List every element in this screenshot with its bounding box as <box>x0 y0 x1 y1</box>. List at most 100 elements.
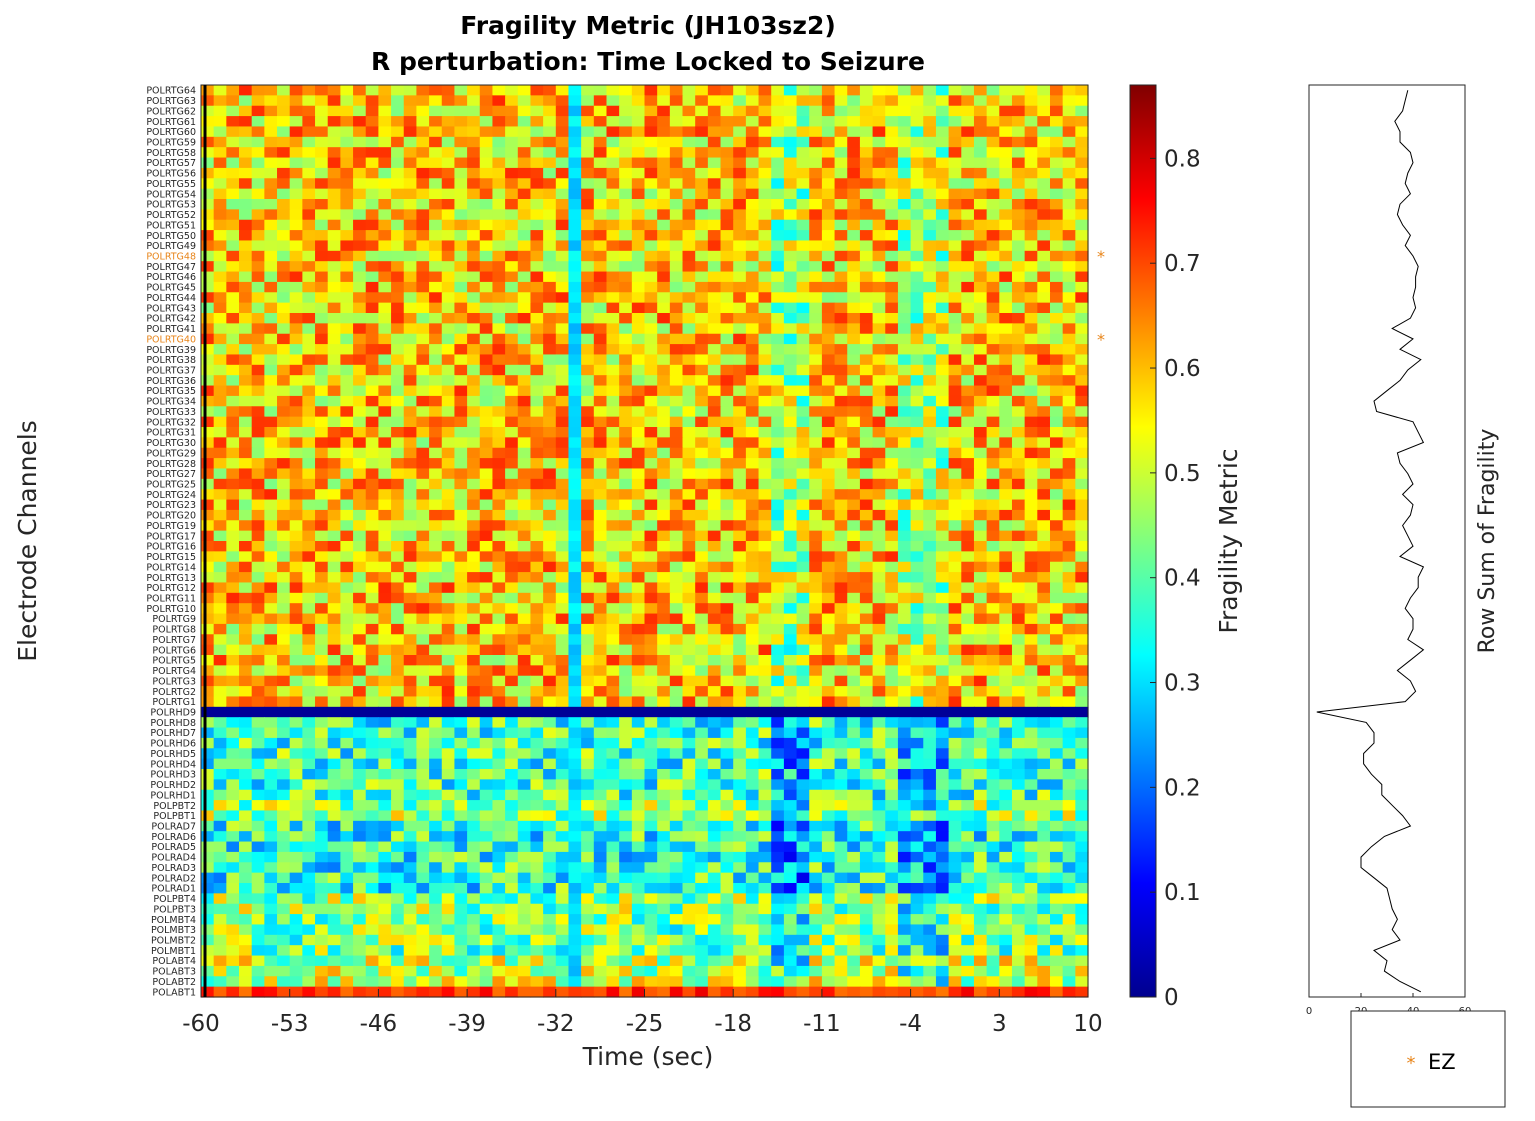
heatmap-cell <box>492 634 506 646</box>
heatmap-cell <box>783 499 798 511</box>
heatmap-cell <box>999 458 1013 470</box>
heatmap-cell <box>264 395 278 407</box>
heatmap-cell <box>733 364 747 376</box>
heatmap-cell <box>644 603 658 615</box>
heatmap-cell <box>771 758 785 770</box>
heatmap-cell <box>492 489 506 501</box>
heatmap-cell <box>745 758 760 770</box>
heatmap-cell <box>1049 188 1064 200</box>
heatmap-cell <box>923 85 937 96</box>
heatmap-cell <box>733 686 747 698</box>
heatmap-cell <box>429 737 443 749</box>
heatmap-cell <box>682 406 696 418</box>
heatmap-cell <box>201 499 215 511</box>
heatmap-cell <box>226 592 240 604</box>
heatmap-cell <box>973 354 988 366</box>
heatmap-cell <box>631 250 646 262</box>
heatmap-cell <box>403 199 418 210</box>
heatmap-cell <box>847 592 861 604</box>
heatmap-cell <box>454 530 468 542</box>
heatmap-cell <box>441 634 456 646</box>
heatmap-cell <box>973 167 988 179</box>
heatmap-cell <box>213 230 227 242</box>
heatmap-cell <box>1049 240 1064 252</box>
heatmap-cell <box>669 447 684 459</box>
heatmap-cell <box>733 655 747 666</box>
heatmap-cell <box>707 281 722 293</box>
heatmap-cell <box>467 344 481 356</box>
heatmap-cell <box>593 354 608 366</box>
heatmap-cell <box>821 178 836 190</box>
heatmap-cell <box>441 458 456 470</box>
heatmap-cell <box>707 199 722 210</box>
heatmap-cell <box>277 603 291 615</box>
heatmap-cell <box>568 572 582 584</box>
heatmap-cell <box>1062 810 1076 822</box>
heatmap-cell <box>1024 706 1038 718</box>
heatmap-cell <box>758 509 772 521</box>
heatmap-cell <box>619 603 633 615</box>
heatmap-cell <box>213 344 227 356</box>
heatmap-cell <box>1049 665 1064 677</box>
heatmap-cell <box>416 219 430 231</box>
heatmap-cell <box>226 561 240 573</box>
heatmap-cell <box>707 530 722 542</box>
heatmap-cell <box>517 820 532 832</box>
heatmap-cell <box>568 810 582 822</box>
heatmap-cell <box>327 427 341 438</box>
heatmap-cell <box>961 292 975 304</box>
heatmap-cell <box>809 427 823 438</box>
heatmap-cell <box>555 458 570 470</box>
heatmap-cell <box>809 748 823 760</box>
heatmap-cell <box>1049 613 1064 625</box>
heatmap-cell <box>973 261 988 273</box>
heatmap-cell <box>505 758 519 770</box>
heatmap-cell <box>239 157 253 169</box>
heatmap-cell <box>251 395 265 407</box>
heatmap-cell <box>847 344 861 356</box>
heatmap-cell <box>796 302 810 314</box>
heatmap-cell <box>809 769 823 780</box>
heatmap-cell <box>530 748 544 760</box>
heatmap-cell <box>834 313 848 324</box>
heatmap-cell <box>441 188 456 200</box>
heatmap-cell <box>1049 686 1064 698</box>
heatmap-cell <box>315 509 329 521</box>
heatmap-cell <box>606 313 620 324</box>
heatmap-cell <box>441 592 456 604</box>
heatmap-cell <box>277 302 291 314</box>
heatmap-cell <box>619 758 633 770</box>
heatmap-cell <box>327 333 341 345</box>
heatmap-cell <box>454 572 468 584</box>
heatmap-cell <box>264 592 278 604</box>
heatmap-cell <box>783 240 798 252</box>
heatmap-cell <box>707 271 722 283</box>
heatmap-cell <box>403 655 418 666</box>
heatmap-cell <box>834 634 848 646</box>
heatmap-cell <box>429 665 443 677</box>
heatmap-cell <box>669 561 684 573</box>
heatmap-cell <box>771 333 785 345</box>
heatmap-cell <box>1037 95 1051 107</box>
heatmap-cell <box>809 406 823 418</box>
heatmap-cell <box>1075 188 1089 200</box>
heatmap-cell <box>961 395 975 407</box>
heatmap-cell <box>771 437 785 449</box>
heatmap-cell <box>517 105 532 117</box>
heatmap-cell <box>821 209 836 221</box>
heatmap-cell <box>593 810 608 822</box>
heatmap-cell <box>302 613 316 625</box>
heatmap-cell <box>467 551 481 563</box>
heatmap-cell <box>973 655 988 666</box>
heatmap-cell <box>251 665 265 677</box>
heatmap-cell <box>429 281 443 293</box>
heatmap-cell <box>606 364 620 376</box>
heatmap-cell <box>505 147 519 159</box>
heatmap-cell <box>606 427 620 438</box>
heatmap-cell <box>429 561 443 573</box>
heatmap-cell <box>593 178 608 190</box>
heatmap-cell <box>378 727 392 739</box>
heatmap-cell <box>859 199 874 210</box>
heatmap-cell <box>543 188 557 200</box>
heatmap-cell <box>277 820 291 832</box>
